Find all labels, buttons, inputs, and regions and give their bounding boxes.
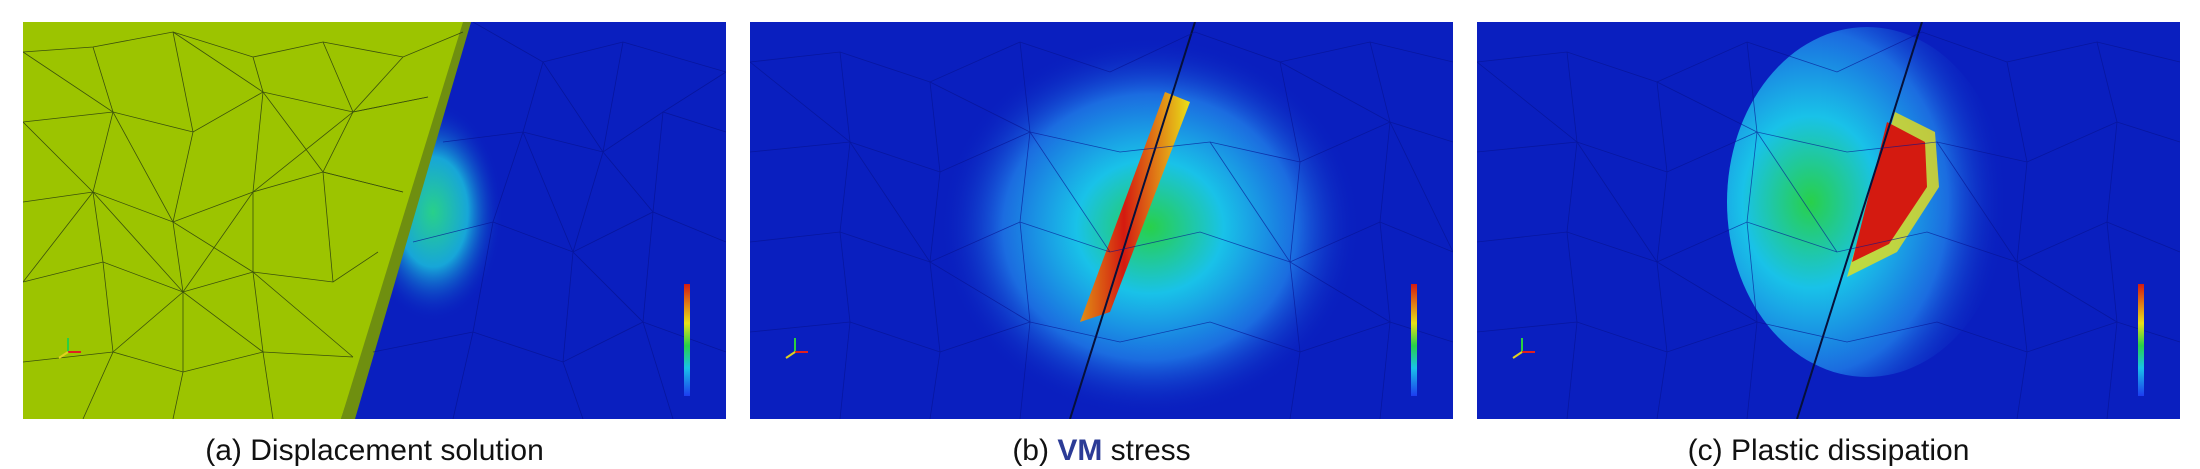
panel-vm-stress xyxy=(750,22,1453,419)
caption-prefix: (b) xyxy=(1012,434,1049,467)
caption-displacement: (a) Displacement solution xyxy=(23,434,726,468)
caption-highlight: VM xyxy=(1057,434,1103,467)
vm-stress-field xyxy=(750,22,1453,419)
caption-text: Displacement solution xyxy=(250,434,544,467)
dissipation-peak xyxy=(1852,122,1927,262)
coordinate-axes-icon xyxy=(785,338,808,359)
caption-vm-stress: (b) VM stress xyxy=(750,434,1453,468)
caption-text: stress xyxy=(1110,434,1191,467)
caption-prefix: (c) xyxy=(1687,434,1723,467)
plastic-dissipation-field xyxy=(1477,22,2180,419)
coordinate-axes-icon xyxy=(1512,338,1535,359)
caption-plastic-dissipation: (c) Plastic dissipation xyxy=(1477,434,2180,468)
panel-plastic-dissipation xyxy=(1477,22,2180,419)
displacement-field xyxy=(23,22,726,419)
colorbar-legend xyxy=(2138,284,2144,396)
stress-concentration xyxy=(1080,92,1190,322)
displaced-region xyxy=(23,22,471,419)
caption-prefix: (a) xyxy=(205,434,242,467)
panel-displacement xyxy=(23,22,726,419)
coordinate-axes-icon xyxy=(58,338,81,359)
colorbar-legend xyxy=(684,284,690,396)
caption-text: Plastic dissipation xyxy=(1730,434,1970,467)
colorbar-legend xyxy=(1411,284,1417,396)
